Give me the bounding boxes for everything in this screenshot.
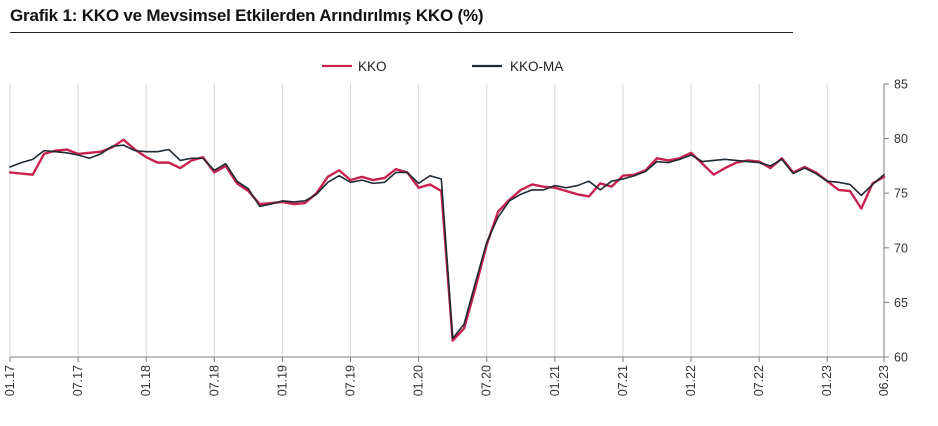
- y-tick-label: 85: [894, 78, 908, 92]
- x-tick-label: 01.22: [684, 365, 698, 396]
- legend: KKO KKO-MA: [322, 59, 563, 74]
- x-tick-label: 01.21: [548, 365, 562, 396]
- y-tick-label: 60: [894, 351, 908, 365]
- x-tick-label: 07.18: [207, 365, 221, 396]
- series-line-kko: [8, 138, 886, 342]
- vertical-gridlines: [9, 84, 885, 357]
- title-underline: [10, 32, 793, 33]
- chart-title: Grafik 1: KKO ve Mevsimsel Etkilerden Ar…: [10, 6, 484, 25]
- series-line-kko-ma: [9, 144, 885, 340]
- x-tick-label: 06.23: [877, 365, 891, 396]
- x-tick-label: 01.19: [275, 365, 289, 396]
- chart-axes: [10, 84, 885, 358]
- x-tick-label: 07.20: [480, 365, 494, 396]
- x-tick-label: 07.21: [616, 365, 630, 396]
- y-tick-label: 80: [894, 132, 908, 146]
- x-axis-ticks: 01.17 07.17 01.18 07.18 01.19 07.19 01.20 07.20…: [3, 357, 891, 396]
- y-tick-label: 75: [894, 187, 908, 201]
- legend-label-kko-ma: KKO-MA: [510, 59, 563, 74]
- x-tick-label: 07.17: [71, 365, 85, 396]
- x-tick-label: 01.20: [412, 365, 426, 396]
- series-lines: [8, 138, 886, 342]
- legend-label-kko: KKO: [358, 59, 387, 74]
- y-tick-label: 65: [894, 296, 908, 310]
- y-axis-ticks: 60 65 70 75 80 85: [884, 78, 908, 365]
- x-tick-label: 07.19: [344, 365, 358, 396]
- y-tick-label: 70: [894, 241, 908, 255]
- x-tick-label: 01.18: [139, 365, 153, 396]
- x-tick-label: 01.23: [820, 365, 834, 396]
- x-tick-label: 01.17: [3, 365, 17, 396]
- x-tick-label: 07.22: [752, 365, 766, 396]
